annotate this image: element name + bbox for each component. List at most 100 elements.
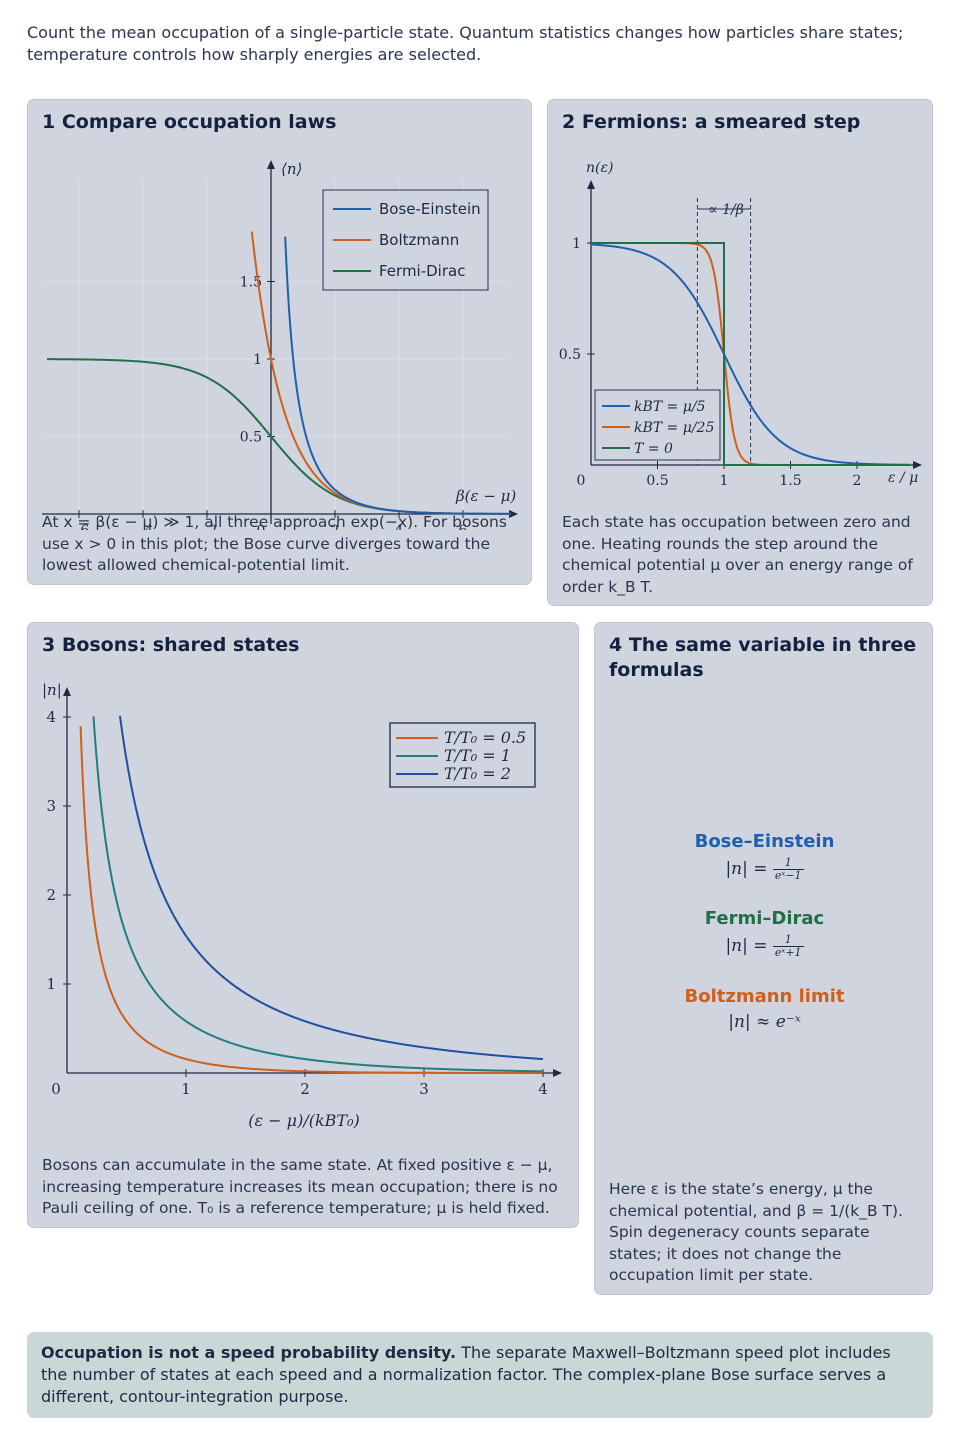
formula-expression: |n| = 1 eˣ−1	[595, 857, 934, 882]
caption-line: Spin degeneracy counts separate	[609, 1223, 870, 1241]
formula-fermi: Fermi–Dirac |n| = 1 eˣ+1	[595, 908, 934, 968]
panel-formulas: 4 The same variable in three formulas Bo…	[594, 622, 933, 1295]
bottom-note: Occupation is not a speed probability de…	[27, 1332, 933, 1418]
caption-line: chemical potential μ over an energy rang…	[562, 556, 913, 574]
x-tick-label: 3	[419, 1080, 429, 1098]
y-axis-arrow	[267, 160, 275, 169]
curves	[79, 715, 544, 1074]
caption-line: order k_B T.	[562, 577, 654, 596]
panel-bosons-shared: 3 Bosons: shared states 0 1 2 3 4 1 2 3 4 |n| (ε −…	[27, 622, 579, 1228]
panel-fermions-step: 2 Fermions: a smeared step 0 0.5 1 1.5 2 0.5 1…	[547, 99, 933, 606]
x-tick-label: 1	[720, 473, 729, 489]
caption-line: states; it does not change the	[609, 1244, 842, 1263]
axes: 0 0.5 1 1.5 2 0.5 1 n(ε) ε / μ ∝ 1/β	[559, 160, 922, 489]
curves	[46, 231, 511, 515]
x-tick-label: 2	[853, 473, 862, 489]
note-text: The separate Maxwell–Boltzmann speed plo…	[41, 1343, 891, 1406]
formula-lhs: |n| =	[725, 936, 773, 956]
caption-line: lowest allowed chemical-potential limit.	[42, 556, 350, 574]
x-tick-label: 0	[577, 473, 586, 489]
legend: Bose-Einstein Boltzmann Fermi-Dirac	[322, 189, 489, 291]
x-tick-label: 0.5	[646, 473, 668, 489]
fermi-step-chart: 0 0.5 1 1.5 20.51n(ε)ε / μ∝ 1/β kBT = μ/5kBT…	[559, 160, 922, 489]
y-tick-label: 0.5	[559, 347, 581, 363]
caption-line: use x > 0 in this plot; the Bose curve d…	[42, 534, 491, 553]
x-tick-label: 4	[395, 523, 404, 530]
panel-title: 2 Fermions: a smeared step	[562, 111, 861, 133]
panel-title: 1 Compare occupation laws	[42, 111, 337, 133]
legend-entry: T/T₀ = 1	[444, 746, 511, 765]
formula-bose: Bose–Einstein |n| = 1 eˣ−1	[595, 831, 934, 891]
x-tick-label: 1	[181, 1080, 191, 1098]
caption-line: increasing temperature increases its mea…	[42, 1177, 558, 1196]
formula-name: Boltzmann limit	[684, 986, 845, 1007]
caption-line: Here ε is the state’s energy, μ the	[609, 1180, 873, 1198]
y-axis-label: |n|	[42, 681, 62, 699]
x-tick-label: −4	[133, 523, 154, 530]
caption-line: Pauli ceiling of one. T₀ is a reference …	[42, 1199, 550, 1217]
panel-title: 3 Bosons: shared states	[42, 634, 300, 656]
panel-title: 4 The same variable in three formulas	[609, 633, 916, 683]
formula-expression: |n| = 1 eˣ+1	[595, 934, 934, 959]
x-axis-arrow	[913, 461, 922, 469]
bose-curve	[79, 726, 543, 1074]
caption-line: Bosons can accumulate in the same state.…	[42, 1156, 553, 1174]
formula-denominator: eˣ+1	[774, 946, 802, 959]
y-axis-label: n(ε)	[586, 160, 613, 176]
legend-entry: T = 0	[634, 441, 673, 457]
formula-numerator: 1	[772, 934, 804, 947]
y-tick-label: 1	[46, 975, 56, 993]
formula-boltzmann: Boltzmann limit |n| ≈ e⁻ˣ	[595, 986, 934, 1036]
x-tick-label: 2	[300, 1080, 310, 1098]
panel-caption: Each state has occupation between zero a…	[562, 512, 913, 598]
y-tick-label: 1	[572, 236, 581, 252]
legend: kBT = μ/5 kBT = μ/25 T = 0	[594, 389, 721, 461]
bose-curve	[92, 716, 544, 1073]
x-axis-label: β(ε − μ)	[455, 487, 516, 505]
note-bold: Occupation is not a speed probability de…	[41, 1343, 457, 1362]
y-tick-label: 2	[46, 886, 56, 904]
y-tick-label: 1.5	[240, 275, 262, 291]
x-axis-arrow	[553, 1069, 562, 1077]
legend-entry: T/T₀ = 0.5	[444, 728, 526, 747]
y-tick-label: 0.5	[240, 430, 262, 446]
y-axis-arrow	[587, 180, 595, 189]
legend-entry: Fermi-Dirac	[379, 262, 465, 280]
intro-text: Count the mean occupation of a single-pa…	[27, 23, 904, 64]
legend-entry: kBT = μ/5	[634, 399, 706, 415]
formula-lhs: |n| =	[725, 859, 773, 879]
x-tick-label: −6	[69, 523, 90, 530]
y-axis-arrow	[63, 687, 71, 696]
x-tick-label: −2	[197, 523, 218, 530]
panel-occupation-laws: 1 Compare occupation laws −6 −4 −2 0 2 4 6 0.5 1…	[27, 99, 532, 585]
formula-denominator: eˣ−1	[774, 869, 802, 882]
fermi-curve-zero-temperature	[591, 242, 911, 466]
legend-entry: kBT = μ/25	[634, 420, 714, 436]
curves	[590, 242, 911, 466]
formula-numerator: 1	[772, 857, 804, 870]
y-tick-label: 4	[46, 708, 56, 726]
y-tick-label: 1	[253, 352, 262, 368]
x-tick-label: 0	[257, 523, 266, 530]
formula-name: Bose–Einstein	[694, 831, 835, 852]
panel-caption: At x = β(ε − μ) ≫ 1, all three approach …	[42, 512, 507, 577]
x-tick-label: 2	[331, 523, 340, 530]
y-tick-label: 3	[46, 797, 56, 815]
bose-einstein-curve	[284, 236, 511, 515]
caption-line: one. Heating rounds the step around the	[562, 534, 879, 553]
fermi-curve-mu-over-5	[590, 243, 911, 466]
caption-line: Each state has occupation between zero a…	[562, 513, 911, 531]
legend: T/T₀ = 0.5T/T₀ = 1T/T₀ = 2	[389, 722, 536, 788]
bose-curve	[118, 715, 544, 1061]
legend-entry: Boltzmann	[379, 231, 459, 249]
width-annotation: ∝ 1/β	[708, 202, 744, 218]
x-tick-label: 4	[538, 1080, 548, 1098]
x-axis-label: (ε − μ)/(kBT₀)	[248, 1111, 359, 1130]
x-tick-label: 0	[51, 1080, 61, 1098]
legend-entry: T/T₀ = 2	[444, 764, 511, 783]
legend-box	[322, 189, 489, 291]
x-tick-label: 6	[459, 523, 468, 530]
title-line: formulas	[609, 659, 704, 681]
title-line: 4 The same variable in three	[609, 634, 917, 656]
